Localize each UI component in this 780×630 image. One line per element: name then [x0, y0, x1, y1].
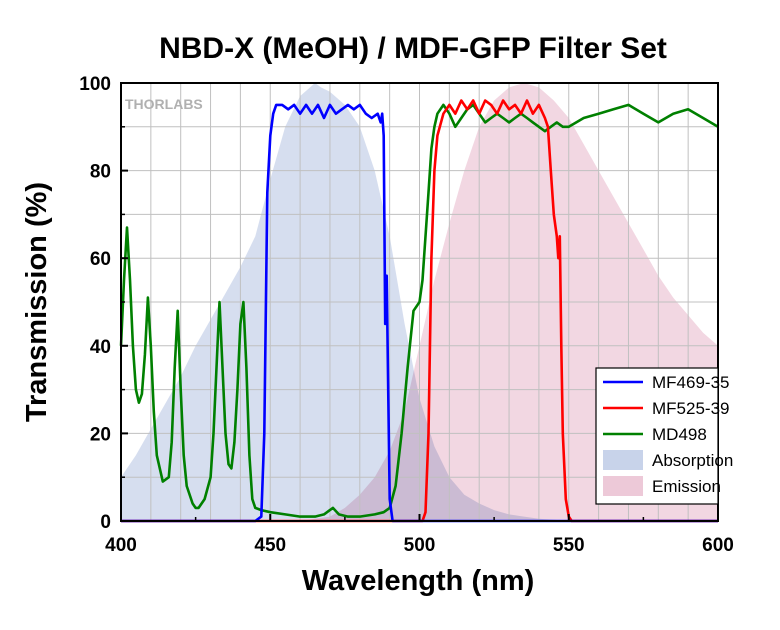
y-axis-label: Transmission (%) [21, 182, 53, 422]
legend: MF469-35 MF525-39 MD498 Absorption Emission [595, 367, 733, 505]
x-tick-label: 550 [553, 535, 585, 556]
legend-swatch-emission [603, 476, 643, 496]
series-line-mf525-39 [121, 99, 718, 523]
axis-ticks: 400 450 500 550 600 0 20 40 60 80 100 [79, 74, 734, 556]
legend-label-mf469-35: MF469-35 [652, 373, 729, 392]
x-tick-label: 450 [254, 535, 286, 556]
series-line-md498 [119, 103, 719, 518]
watermark-logo: THORLABS [125, 96, 203, 112]
x-tick-label: 600 [702, 535, 734, 556]
legend-label-mf525-39: MF525-39 [652, 399, 729, 418]
legend-label-md498: MD498 [652, 425, 707, 444]
y-tick-label: 80 [90, 162, 111, 183]
x-axis-label: Wavelength (nm) [302, 565, 535, 597]
y-tick-label: 0 [100, 512, 111, 533]
series-lines [119, 99, 719, 523]
y-tick-label: 60 [90, 249, 111, 270]
chart-title: NBD-X (MeOH) / MDF-GFP Filter Set [159, 32, 667, 65]
y-tick-label: 20 [90, 424, 111, 445]
series-line-mf469-35 [121, 103, 718, 523]
legend-label-absorption: Absorption [652, 451, 733, 470]
x-tick-label: 500 [404, 535, 436, 556]
x-tick-label: 400 [105, 535, 137, 556]
y-tick-label: 40 [90, 337, 111, 358]
legend-swatch-absorption [603, 450, 643, 470]
legend-label-emission: Emission [652, 477, 721, 496]
y-tick-label: 100 [79, 74, 111, 95]
